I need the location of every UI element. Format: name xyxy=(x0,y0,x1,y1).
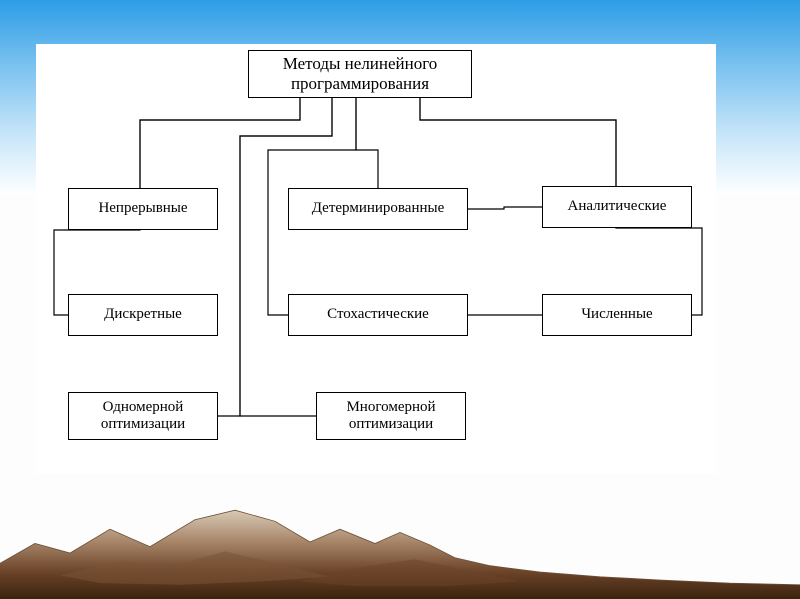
node-label: Аналитические xyxy=(568,198,667,215)
node-one: Одномернойоптимизации xyxy=(68,392,218,440)
node-stoch: Стохастические xyxy=(288,294,468,336)
node-label: Методы нелинейногопрограммирования xyxy=(283,54,438,93)
node-label: Детерминированные xyxy=(312,200,444,217)
node-label: Стохастические xyxy=(327,306,429,323)
node-root: Методы нелинейногопрограммирования xyxy=(248,50,472,98)
node-cont: Непрерывные xyxy=(68,188,218,230)
node-disc: Дискретные xyxy=(68,294,218,336)
node-label: Дискретные xyxy=(104,306,182,323)
node-label: Одномернойоптимизации xyxy=(101,399,185,434)
slide-stage: Методы нелинейногопрограммирования Непрер… xyxy=(0,0,800,599)
node-anal: Аналитические xyxy=(542,186,692,228)
node-label: Численные xyxy=(581,306,652,323)
node-multi: Многомернойоптимизации xyxy=(316,392,466,440)
node-num: Численные xyxy=(542,294,692,336)
node-label: Многомернойоптимизации xyxy=(346,399,435,434)
node-det: Детерминированные xyxy=(288,188,468,230)
node-label: Непрерывные xyxy=(98,200,187,217)
mountain-decoration xyxy=(0,488,800,599)
